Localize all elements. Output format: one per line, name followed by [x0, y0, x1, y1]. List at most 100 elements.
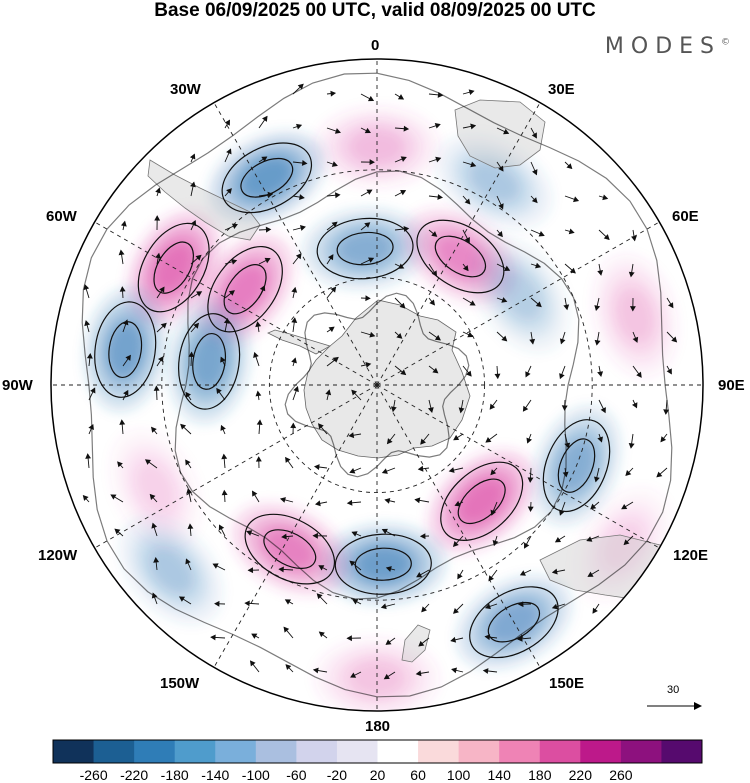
- wind-vector-head: [318, 631, 325, 638]
- colorbar-swatch-8: [377, 740, 419, 763]
- wind-vector-head: [185, 459, 191, 466]
- wind-vector-head: [529, 338, 536, 345]
- wind-vector-head: [385, 639, 392, 645]
- wind-vector-head: [564, 442, 571, 449]
- wind-vector-head: [351, 531, 358, 537]
- wind-vector-head: [600, 407, 606, 414]
- wind-vector-head: [562, 471, 569, 478]
- wind-vector-head: [189, 153, 196, 160]
- wind-vector-head: [312, 532, 318, 539]
- lon-label-90w: 90W: [2, 377, 33, 394]
- wind-vector-head: [399, 302, 406, 309]
- wind-vector-head: [569, 267, 576, 274]
- south-america: [147, 159, 261, 241]
- streamline: [542, 419, 611, 513]
- wind-vector-head: [628, 442, 635, 449]
- colorbar-swatch-5: [255, 740, 297, 763]
- lon-label-0: 0: [371, 37, 380, 54]
- wind-vector-head: [255, 456, 262, 462]
- latitude-circle-1: [161, 169, 593, 601]
- wind-vector-head: [369, 331, 376, 338]
- wind-vector-head: [629, 306, 636, 312]
- wind-vector-head: [516, 635, 523, 642]
- wind-vector-head: [185, 558, 191, 565]
- wind-vector-head: [522, 405, 529, 412]
- wind-vector-head: [255, 321, 262, 328]
- wind-vector-head: [364, 222, 371, 228]
- wind-vector-head: [527, 477, 534, 483]
- wind-vector-head: [279, 497, 286, 503]
- wind-vector-head: [525, 371, 531, 378]
- wind-vector-head: [469, 300, 476, 306]
- wind-vector-head: [290, 422, 297, 429]
- copyright-mark: ©: [721, 37, 730, 48]
- anomaly-contour: [601, 518, 645, 571]
- colorbar-swatch-14: [620, 740, 662, 763]
- wind-vector-head: [403, 125, 410, 132]
- anomaly-center-5: [303, 208, 427, 289]
- colorbar-tick-1: -220: [120, 767, 149, 783]
- meridian-120: [376, 384, 660, 549]
- anomaly-contour: [354, 545, 412, 583]
- brand-name: MODES: [604, 34, 721, 59]
- colorbar-swatch-9: [418, 740, 460, 763]
- wind-vector-head: [151, 522, 158, 529]
- wind-vector-head: [421, 606, 427, 613]
- wind-vector-head: [383, 673, 390, 680]
- flow-line-0: [284, 292, 470, 478]
- wind-vector-head: [531, 197, 538, 204]
- wind-vector-head: [501, 297, 508, 303]
- map-title: Base 06/09/2025 00 UTC, valid 08/09/2025…: [154, 0, 596, 21]
- wind-vector-head: [437, 92, 444, 98]
- wind-vector-head: [563, 304, 570, 311]
- streamline-loop-1: [221, 142, 313, 214]
- wind-vector-head: [660, 436, 667, 443]
- wind-vector-head: [485, 437, 492, 443]
- wind-vector-head: [400, 190, 407, 196]
- colorbar-tick-3: -140: [201, 767, 230, 783]
- anomaly-center-12: [428, 450, 535, 553]
- streamlines: [81, 72, 673, 698]
- wind-vector-head: [498, 165, 504, 172]
- wind-vector-head: [346, 499, 353, 506]
- wind-vector-head: [150, 426, 157, 433]
- colorbar-tick-5: -60: [286, 767, 307, 783]
- colorbar-swatch-2: [134, 740, 176, 763]
- streamline: [316, 217, 414, 280]
- wind-vector-head: [367, 95, 375, 102]
- wind-vector-head: [330, 286, 337, 293]
- streamline: [469, 586, 559, 659]
- wind-vector-head: [88, 423, 94, 431]
- lon-label-150e: 150E: [549, 675, 585, 692]
- colorbar-tick-9: 100: [446, 767, 471, 783]
- colorbar-tick-8: 60: [410, 767, 426, 783]
- wind-vector-head: [265, 226, 272, 233]
- colorbar-tick-12: 220: [568, 767, 592, 783]
- wind-vector-head: [666, 368, 672, 375]
- meridian-300: [94, 221, 378, 386]
- wind-vector-head: [551, 568, 558, 575]
- wind-vector-head: [317, 423, 324, 430]
- wind-vector-head: [224, 119, 230, 126]
- wind-vector-head: [195, 254, 202, 261]
- wind-vector-head: [144, 459, 152, 465]
- streamline-loop-9: [94, 301, 157, 398]
- wind-vector-head: [349, 560, 356, 567]
- colorbar-swatch-6: [296, 740, 338, 763]
- lon-label-150w: 150W: [160, 675, 200, 692]
- wind-vector-head: [432, 367, 439, 374]
- wind-vector-head: [490, 509, 497, 516]
- meridian-330: [213, 102, 378, 386]
- wind-vector-head: [431, 270, 438, 277]
- wind-vector-head: [632, 402, 638, 409]
- wind-vector-head: [501, 335, 508, 342]
- wind-vector-head: [623, 539, 630, 546]
- wind-vector-head: [470, 123, 477, 130]
- wind-vector-head: [83, 284, 90, 291]
- wind-vector-head: [628, 271, 635, 278]
- wind-vector-head: [396, 333, 403, 339]
- wind-vector-head: [85, 453, 91, 459]
- wind-vector-head: [535, 262, 542, 269]
- wind-vector-head: [415, 670, 422, 677]
- wind-vector-head: [312, 667, 319, 674]
